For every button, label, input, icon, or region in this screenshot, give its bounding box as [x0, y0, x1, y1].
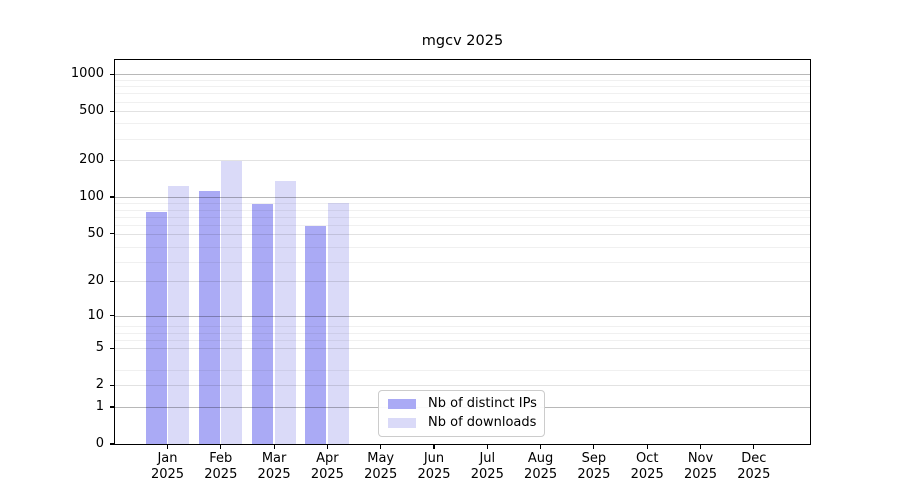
- x-tick-month: Dec: [741, 451, 767, 466]
- bar-mar-downloads: [274, 181, 296, 444]
- x-tick-month: Aug: [527, 451, 554, 466]
- x-tick-year: 2025: [630, 466, 664, 482]
- bar-jan-downloads: [168, 186, 189, 444]
- x-tick-year: 2025: [737, 466, 771, 482]
- y-tick-label: 1: [95, 398, 104, 414]
- y-tick-label: 1000: [70, 66, 104, 82]
- x-tick-year: 2025: [577, 466, 611, 482]
- x-tick-label: Dec 2025: [722, 451, 786, 482]
- y-tick-mark: [110, 315, 115, 317]
- x-tick-label: Aug 2025: [509, 451, 573, 482]
- x-tick-month: Mar: [261, 451, 287, 466]
- legend-item: Nb of downloads: [388, 415, 537, 431]
- x-tick-month: Feb: [209, 451, 233, 466]
- bar-jan-distinct-ips: [145, 212, 167, 444]
- y-tick-mark: [110, 73, 115, 75]
- y-tick-label: 20: [87, 273, 104, 289]
- x-tick-year: 2025: [150, 466, 185, 482]
- y-tick-mark: [110, 233, 115, 235]
- legend-label: Nb of distinct IPs: [428, 396, 537, 411]
- x-tick-month: Jan: [157, 451, 178, 466]
- y-tick-mark: [110, 347, 115, 349]
- x-tick-mark: [753, 444, 755, 449]
- x-tick-mark: [220, 444, 222, 449]
- x-tick-month: Jun: [423, 451, 445, 466]
- legend-swatch: [388, 398, 416, 410]
- x-tick-year: 2025: [310, 466, 344, 482]
- x-tick-mark: [273, 444, 275, 449]
- x-tick-label: Nov 2025: [669, 451, 733, 482]
- x-tick-mark: [486, 444, 488, 449]
- x-tick-mark: [380, 444, 382, 449]
- y-tick-label: 200: [79, 152, 104, 168]
- x-tick-label: May 2025: [349, 451, 413, 482]
- x-tick-mark: [540, 444, 542, 449]
- x-tick-label: Jan 2025: [136, 451, 200, 482]
- y-tick-label: 0: [95, 436, 104, 451]
- bar-apr-distinct-ips: [305, 225, 327, 444]
- legend-item: Nb of distinct IPs: [388, 396, 537, 412]
- bar-apr-downloads: [327, 203, 349, 444]
- y-tick-label: 2: [95, 377, 104, 393]
- x-tick-label: Jun 2025: [402, 451, 466, 482]
- y-tick-mark: [110, 384, 115, 386]
- x-tick-label: Apr 2025: [295, 451, 359, 482]
- bars-layer: [115, 60, 810, 444]
- x-tick-month: Apr: [316, 451, 339, 466]
- y-tick-label: 5: [95, 340, 104, 356]
- y-tick-mark: [110, 196, 115, 198]
- y-tick-mark: [110, 406, 115, 408]
- x-tick-label: Feb 2025: [189, 451, 253, 482]
- y-tick-label: 50: [87, 225, 104, 241]
- chart-title: mgcv 2025: [421, 33, 504, 49]
- x-tick-month: May: [367, 451, 395, 466]
- x-tick-mark: [326, 444, 328, 449]
- x-tick-year: 2025: [364, 466, 398, 482]
- bar-feb-distinct-ips: [198, 191, 220, 444]
- x-tick-month: Sep: [581, 451, 607, 466]
- x-tick-mark: [433, 444, 435, 449]
- y-tick-mark: [110, 280, 115, 282]
- y-tick-label: 10: [87, 307, 104, 323]
- bar-mar-distinct-ips: [252, 203, 274, 444]
- x-tick-mark: [593, 444, 595, 449]
- bar-feb-downloads: [221, 161, 243, 444]
- x-tick-mark: [699, 444, 702, 449]
- x-tick-label: Jul 2025: [455, 451, 519, 482]
- y-tick-label: 500: [79, 103, 104, 119]
- x-tick-month: Oct: [635, 451, 659, 466]
- x-tick-mark: [166, 444, 169, 449]
- x-tick-year: 2025: [524, 466, 558, 482]
- x-tick-year: 2025: [683, 466, 718, 482]
- x-tick-label: Mar 2025: [242, 451, 306, 482]
- x-tick-mark: [646, 444, 648, 449]
- x-tick-year: 2025: [417, 466, 451, 482]
- legend: Nb of distinct IPs Nb of downloads: [378, 390, 545, 437]
- x-tick-year: 2025: [470, 466, 504, 482]
- x-tick-year: 2025: [257, 466, 291, 482]
- x-tick-label: Sep 2025: [562, 451, 626, 482]
- y-tick-mark: [110, 159, 115, 161]
- x-tick-year: 2025: [204, 466, 238, 482]
- legend-swatch: [388, 417, 416, 429]
- x-tick-month: Nov: [687, 451, 714, 466]
- x-tick-label: Oct 2025: [615, 451, 679, 482]
- y-tick-mark: [110, 110, 115, 112]
- plot-area: [114, 58, 811, 445]
- y-tick-mark: [110, 443, 115, 445]
- x-tick-month: Jul: [479, 451, 496, 466]
- y-tick-label: 100: [79, 189, 104, 205]
- legend-label: Nb of downloads: [428, 415, 537, 430]
